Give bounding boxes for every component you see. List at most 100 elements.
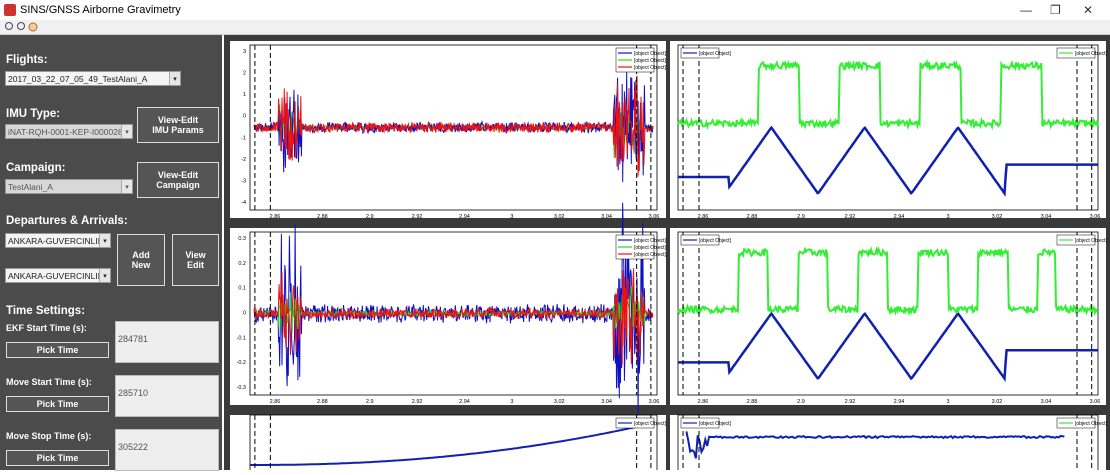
legend-label: [object Object] xyxy=(1075,51,1108,57)
x-tick-label: 3.06 xyxy=(649,214,660,220)
title-bar: SINS/GNSS Airborne Gravimetry — ❐ ✕ xyxy=(0,0,1110,20)
sidebar: Flights: 2017_03_22_07_05_49_TestAlani_A… xyxy=(0,35,222,471)
arrival-value: ANKARA-GUVERCINLIK xyxy=(8,271,104,281)
signal-trace xyxy=(677,58,1099,131)
x-tick-label: 2.92 xyxy=(845,214,856,220)
signal-trace xyxy=(685,431,1065,459)
departure-combo[interactable]: ANKARA-GUVERCINLIK ▾ xyxy=(5,233,111,248)
x-tick-label: 2.9 xyxy=(366,399,374,405)
y-tick-label: 0.1 xyxy=(238,286,246,292)
legend-box xyxy=(680,47,720,59)
legend-label: [object Object] xyxy=(634,58,667,64)
x-tick-label: 2.92 xyxy=(412,214,423,220)
view-route-button[interactable]: View Edit xyxy=(172,234,219,286)
plot-area: 3 2 1 0 -1 -2 -3 -4 2.86 2.88 2.9 2.92 2.94 3 3.02 3.04… xyxy=(224,35,1110,475)
legend-label: [object Object] xyxy=(699,238,732,244)
legend-box xyxy=(1056,47,1096,59)
zoom-out-icon[interactable] xyxy=(17,22,25,30)
legend-box xyxy=(1056,234,1096,246)
y-tick-label: 2 xyxy=(243,71,246,77)
time-settings-label: Time Settings: xyxy=(6,305,86,317)
add-route-button[interactable]: Add New xyxy=(117,234,165,286)
plots: 3 2 1 0 -1 -2 -3 -4 2.86 2.88 2.9 2.92 2.94 3 3.02 3.04… xyxy=(230,41,1108,475)
campaign-button[interactable]: View-Edit Campaign xyxy=(137,162,219,198)
pan-icon[interactable] xyxy=(28,22,38,32)
close-button[interactable]: ✕ xyxy=(1083,3,1094,17)
x-tick-label: 3.04 xyxy=(1041,214,1052,220)
legend-label: [object Object] xyxy=(634,238,667,244)
y-tick-label: -2 xyxy=(241,157,246,163)
toolbar-icons xyxy=(5,22,38,32)
routes-label: Departures & Arrivals: xyxy=(6,215,128,227)
x-tick-label: 3.06 xyxy=(1090,214,1101,220)
toolbar xyxy=(0,20,1110,35)
legend-box xyxy=(1056,417,1096,429)
y-tick-label: 0 xyxy=(243,311,246,317)
pick-time-button[interactable]: Pick Time xyxy=(6,396,109,412)
imu-type-label: IMU Type: xyxy=(6,108,61,120)
x-tick-label: 2.94 xyxy=(894,214,905,220)
pick-time-button[interactable]: Pick Time xyxy=(6,342,109,358)
legend-label: [object Object] xyxy=(634,51,667,57)
signal-trace xyxy=(253,268,654,365)
x-tick-label: 2.9 xyxy=(797,399,805,405)
minimize-button[interactable]: — xyxy=(1020,3,1032,17)
y-tick-label: -0.3 xyxy=(237,385,246,391)
x-tick-label: 2.88 xyxy=(317,214,328,220)
x-tick-label: 2.92 xyxy=(845,399,856,405)
legend-box xyxy=(680,234,720,246)
x-tick-label: 3.06 xyxy=(1090,399,1101,405)
legend-label: [object Object] xyxy=(634,65,667,71)
x-tick-label: 2.94 xyxy=(894,399,905,405)
legend-box xyxy=(680,417,720,429)
x-tick-label: 2.86 xyxy=(270,214,281,220)
x-tick-label: 3 xyxy=(946,214,949,220)
flights-value: 2017_03_22_07_05_49_TestAlani_A xyxy=(8,74,148,84)
y-tick-label: 3 xyxy=(243,49,246,55)
x-tick-label: 2.86 xyxy=(698,399,709,405)
x-tick-label: 2.86 xyxy=(698,214,709,220)
pick-time-button[interactable]: Pick Time xyxy=(6,450,109,466)
departure-value: ANKARA-GUVERCINLIK xyxy=(8,236,104,246)
signal-trace xyxy=(678,125,1098,197)
y-tick-label: -1 xyxy=(241,135,246,141)
zoom-in-icon[interactable] xyxy=(5,22,13,30)
maximize-button[interactable]: ❐ xyxy=(1050,3,1061,17)
time-field-label: EKF Start Time (s): xyxy=(6,323,87,333)
x-tick-label: 3 xyxy=(510,399,513,405)
arrival-combo[interactable]: ANKARA-GUVERCINLIK ▾ xyxy=(5,268,111,283)
y-tick-label: -3 xyxy=(241,178,246,184)
time-field-label: Move Stop Time (s): xyxy=(6,431,92,441)
x-tick-label: 2.94 xyxy=(459,399,470,405)
y-tick-label: 1 xyxy=(243,92,246,98)
flights-combo[interactable]: 2017_03_22_07_05_49_TestAlani_A ▾ xyxy=(5,71,181,86)
window-title: SINS/GNSS Airborne Gravimetry xyxy=(20,4,181,16)
campaign-value: TestAlani_A xyxy=(8,182,53,192)
x-tick-label: 2.9 xyxy=(366,214,374,220)
x-tick-label: 3.02 xyxy=(554,399,565,405)
x-tick-label: 2.88 xyxy=(317,399,328,405)
legend-box xyxy=(615,417,655,429)
x-tick-label: 2.92 xyxy=(412,399,423,405)
y-tick-label: -0.1 xyxy=(237,335,246,341)
x-tick-label: 3.02 xyxy=(992,214,1003,220)
y-tick-label: -0.2 xyxy=(237,360,246,366)
x-tick-label: 2.88 xyxy=(747,214,758,220)
legend-label: [object Object] xyxy=(634,252,667,258)
y-tick-label: 0 xyxy=(243,114,246,120)
app-icon xyxy=(4,4,16,16)
x-tick-label: 2.86 xyxy=(270,399,281,405)
campaign-label: Campaign: xyxy=(6,162,66,174)
imu-type-value: iNAT-RQH-0001-KEP-I000028.0... xyxy=(8,127,133,137)
legend-label: [object Object] xyxy=(634,245,667,251)
campaign-combo[interactable]: TestAlani_A ▾ xyxy=(5,179,133,194)
x-tick-label: 2.9 xyxy=(797,214,805,220)
imu-type-combo[interactable]: iNAT-RQH-0001-KEP-I000028.0... ▾ xyxy=(5,124,133,139)
x-tick-label: 3.02 xyxy=(554,214,565,220)
time-field-value: 305222 xyxy=(115,429,219,471)
imu-params-button[interactable]: View-Edit IMU Params xyxy=(137,107,219,143)
time-field-value: 284781 xyxy=(115,321,219,363)
legend-label: [object Object] xyxy=(1075,421,1108,427)
flights-label: Flights: xyxy=(6,54,48,66)
legend-label: [object Object] xyxy=(699,421,732,427)
